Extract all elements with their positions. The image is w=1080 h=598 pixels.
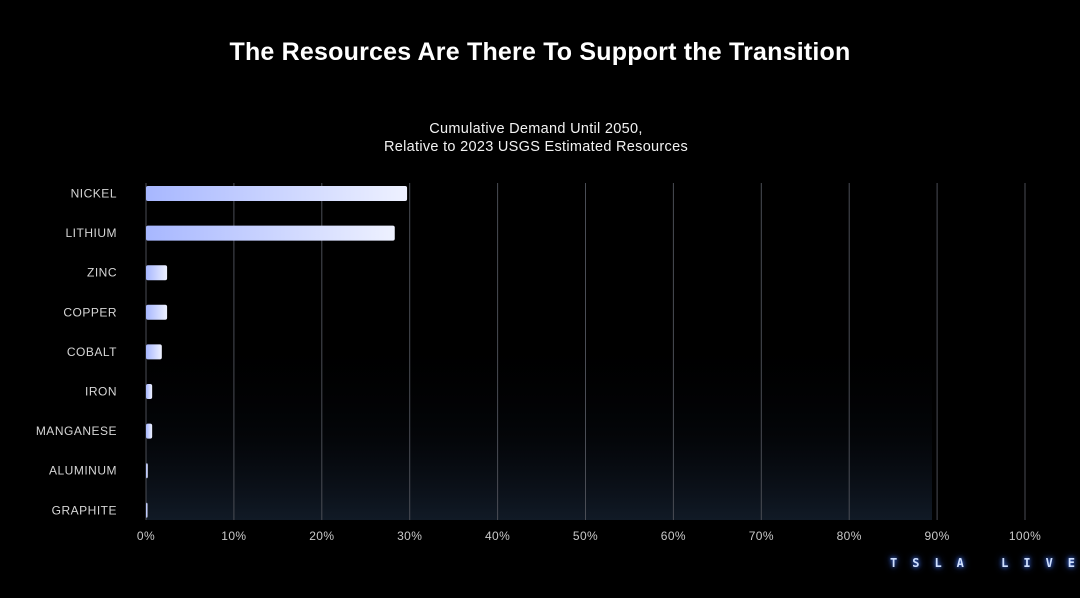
category-label-zinc: ZINC [87, 266, 117, 280]
bar-nickel [146, 186, 408, 201]
x-tick-label: 20% [309, 529, 334, 543]
bar-iron [146, 384, 153, 399]
x-tick-label: 50% [573, 529, 598, 543]
slide-title: The Resources Are There To Support the T… [229, 38, 851, 66]
category-labels: NICKEL LITHIUM ZINC COPPER COBALT IRON MANGANE… [36, 187, 117, 518]
x-tick-label: 0% [137, 529, 155, 543]
tsla-live-watermark: TSLA LIVE [890, 556, 1080, 570]
x-tick-label: 60% [661, 529, 686, 543]
x-tick-label: 90% [924, 529, 949, 543]
bar-zinc [146, 265, 168, 281]
bar-cobalt [146, 344, 162, 360]
plot-area-glow [146, 330, 932, 520]
x-tick-label: 30% [397, 529, 422, 543]
x-tick-label: 10% [221, 529, 246, 543]
category-label-lithium: LITHIUM [66, 226, 118, 240]
category-label-manganese: MANGANESE [36, 424, 117, 438]
bar-lithium [146, 225, 395, 241]
category-label-graphite: GRAPHITE [52, 503, 117, 517]
gridlines [145, 183, 1026, 520]
x-tick-label: 100% [1009, 529, 1041, 543]
category-label-nickel: NICKEL [71, 187, 117, 201]
chart-subtitle: Cumulative Demand Until 2050, Relative t… [236, 120, 836, 156]
x-tick-label: 70% [749, 529, 774, 543]
x-axis-tick-labels: 0% 10% 20% 30% 40% 50% 60% 70% 80% 90% 100% [137, 529, 1041, 543]
bar-manganese [146, 423, 153, 439]
chart-subtitle-line-2: Relative to 2023 USGS Estimated Resource… [383, 139, 689, 155]
bars [146, 186, 408, 518]
category-label-aluminum: ALUMINUM [49, 464, 117, 478]
category-label-iron: IRON [85, 385, 117, 399]
category-label-copper: COPPER [63, 305, 117, 319]
bar-aluminum [146, 463, 148, 479]
x-tick-label: 80% [837, 529, 862, 543]
bar-copper [146, 304, 168, 320]
x-tick-label: 40% [485, 529, 510, 543]
bar-graphite [146, 502, 148, 518]
chart-subtitle-line-1: Cumulative Demand Until 2050, [429, 121, 643, 137]
category-label-cobalt: COBALT [67, 345, 117, 359]
